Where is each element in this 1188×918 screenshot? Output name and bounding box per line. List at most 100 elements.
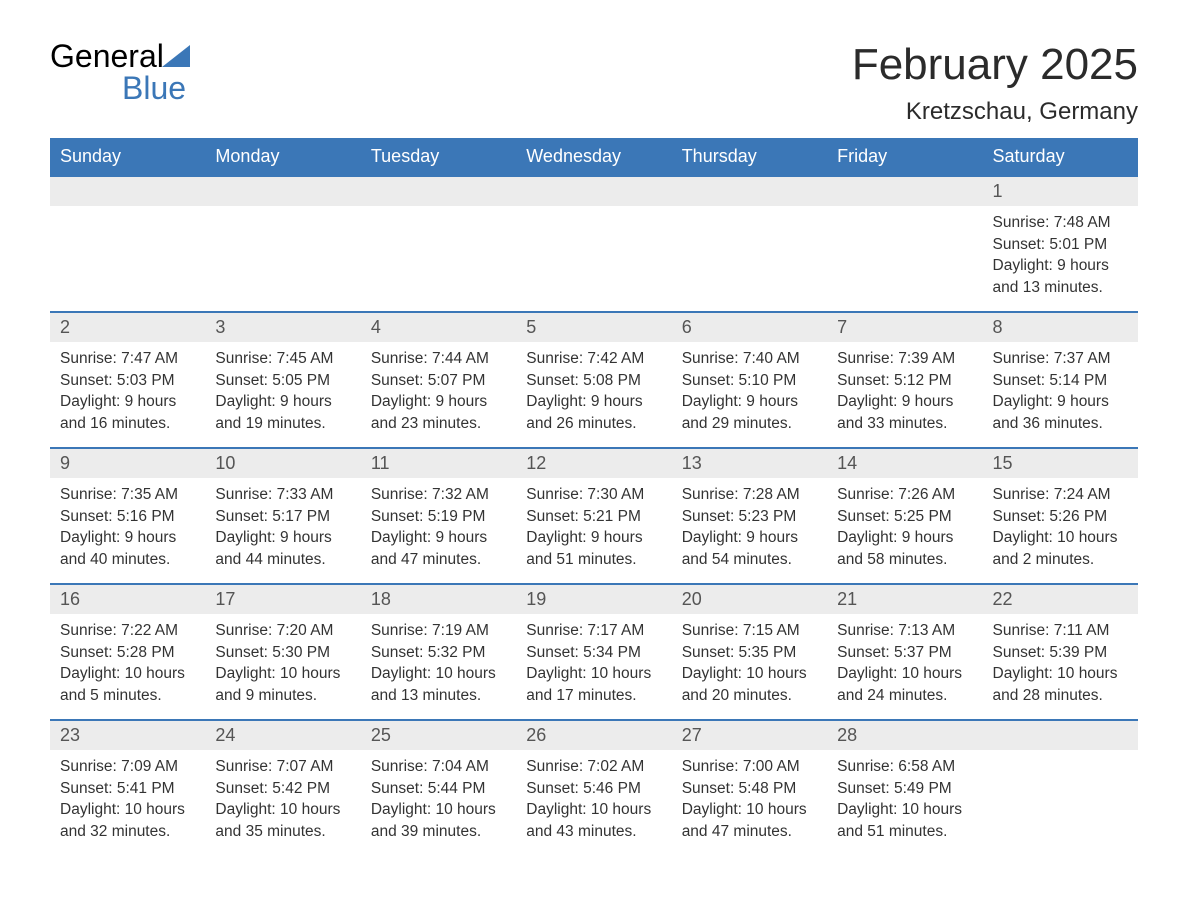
daylight-text: Daylight: 9 hours xyxy=(60,527,195,549)
sunrise-text: Sunrise: 7:28 AM xyxy=(682,484,817,506)
daylight-text: and 13 minutes. xyxy=(993,277,1128,299)
day-body: Sunrise: 7:17 AMSunset: 5:34 PMDaylight:… xyxy=(516,614,671,717)
daylight-text: Daylight: 10 hours xyxy=(215,799,350,821)
day-number: 1 xyxy=(983,175,1138,206)
daylight-text: and 2 minutes. xyxy=(993,549,1128,571)
sunrise-text: Sunrise: 7:42 AM xyxy=(526,348,661,370)
sunset-text: Sunset: 5:49 PM xyxy=(837,778,972,800)
calendar-cell: 19Sunrise: 7:17 AMSunset: 5:34 PMDayligh… xyxy=(516,583,671,719)
sunrise-text: Sunrise: 7:24 AM xyxy=(993,484,1128,506)
sunset-text: Sunset: 5:19 PM xyxy=(371,506,506,528)
day-number: 8 xyxy=(983,311,1138,342)
sunset-text: Sunset: 5:26 PM xyxy=(993,506,1128,528)
sunrise-text: Sunrise: 7:02 AM xyxy=(526,756,661,778)
day-body: Sunrise: 7:09 AMSunset: 5:41 PMDaylight:… xyxy=(50,750,205,853)
calendar-cell: 23Sunrise: 7:09 AMSunset: 5:41 PMDayligh… xyxy=(50,719,205,855)
calendar-table: Sunday Monday Tuesday Wednesday Thursday… xyxy=(50,138,1138,855)
sunrise-text: Sunrise: 7:11 AM xyxy=(993,620,1128,642)
sunrise-text: Sunrise: 7:47 AM xyxy=(60,348,195,370)
day-body: Sunrise: 7:13 AMSunset: 5:37 PMDaylight:… xyxy=(827,614,982,717)
day-number: 13 xyxy=(672,447,827,478)
day-number: 23 xyxy=(50,719,205,750)
day-body: Sunrise: 7:20 AMSunset: 5:30 PMDaylight:… xyxy=(205,614,360,717)
day-number-row-empty xyxy=(516,175,671,206)
daylight-text: and 43 minutes. xyxy=(526,821,661,843)
sunset-text: Sunset: 5:05 PM xyxy=(215,370,350,392)
logo-text: General Blue xyxy=(50,40,190,104)
daylight-text: and 39 minutes. xyxy=(371,821,506,843)
day-number: 15 xyxy=(983,447,1138,478)
sunset-text: Sunset: 5:03 PM xyxy=(60,370,195,392)
daylight-text: Daylight: 10 hours xyxy=(60,663,195,685)
daylight-text: Daylight: 10 hours xyxy=(371,663,506,685)
calendar-cell: 14Sunrise: 7:26 AMSunset: 5:25 PMDayligh… xyxy=(827,447,982,583)
header-row: General Blue February 2025 Kretzschau, G… xyxy=(50,40,1138,126)
sunset-text: Sunset: 5:21 PM xyxy=(526,506,661,528)
day-number: 9 xyxy=(50,447,205,478)
sunset-text: Sunset: 5:28 PM xyxy=(60,642,195,664)
sunrise-text: Sunrise: 6:58 AM xyxy=(837,756,972,778)
sunset-text: Sunset: 5:01 PM xyxy=(993,234,1128,256)
title-block: February 2025 Kretzschau, Germany xyxy=(852,40,1138,126)
day-number-row-empty xyxy=(361,175,516,206)
calendar-cell: 10Sunrise: 7:33 AMSunset: 5:17 PMDayligh… xyxy=(205,447,360,583)
daylight-text: and 54 minutes. xyxy=(682,549,817,571)
day-number: 19 xyxy=(516,583,671,614)
header-sunday: Sunday xyxy=(50,138,205,175)
day-number: 14 xyxy=(827,447,982,478)
sunset-text: Sunset: 5:35 PM xyxy=(682,642,817,664)
sunset-text: Sunset: 5:07 PM xyxy=(371,370,506,392)
day-number: 11 xyxy=(361,447,516,478)
daylight-text: and 33 minutes. xyxy=(837,413,972,435)
logo-word2: Blue xyxy=(122,70,186,106)
daylight-text: Daylight: 10 hours xyxy=(371,799,506,821)
sunset-text: Sunset: 5:23 PM xyxy=(682,506,817,528)
day-body: Sunrise: 7:15 AMSunset: 5:35 PMDaylight:… xyxy=(672,614,827,717)
calendar-cell: 21Sunrise: 7:13 AMSunset: 5:37 PMDayligh… xyxy=(827,583,982,719)
calendar-cell: 26Sunrise: 7:02 AMSunset: 5:46 PMDayligh… xyxy=(516,719,671,855)
sunset-text: Sunset: 5:25 PM xyxy=(837,506,972,528)
daylight-text: Daylight: 10 hours xyxy=(993,663,1128,685)
daylight-text: and 19 minutes. xyxy=(215,413,350,435)
day-number: 6 xyxy=(672,311,827,342)
sunset-text: Sunset: 5:41 PM xyxy=(60,778,195,800)
sunrise-text: Sunrise: 7:40 AM xyxy=(682,348,817,370)
day-number-row-empty xyxy=(672,175,827,206)
day-number: 12 xyxy=(516,447,671,478)
daylight-text: and 51 minutes. xyxy=(526,549,661,571)
sunset-text: Sunset: 5:08 PM xyxy=(526,370,661,392)
header-thursday: Thursday xyxy=(672,138,827,175)
daylight-text: and 29 minutes. xyxy=(682,413,817,435)
daylight-text: and 24 minutes. xyxy=(837,685,972,707)
sunrise-text: Sunrise: 7:30 AM xyxy=(526,484,661,506)
calendar-cell: 1Sunrise: 7:48 AMSunset: 5:01 PMDaylight… xyxy=(983,175,1138,311)
calendar-cell xyxy=(50,175,205,311)
calendar-cell: 8Sunrise: 7:37 AMSunset: 5:14 PMDaylight… xyxy=(983,311,1138,447)
calendar-week: 16Sunrise: 7:22 AMSunset: 5:28 PMDayligh… xyxy=(50,583,1138,719)
calendar-week: 9Sunrise: 7:35 AMSunset: 5:16 PMDaylight… xyxy=(50,447,1138,583)
calendar-cell: 7Sunrise: 7:39 AMSunset: 5:12 PMDaylight… xyxy=(827,311,982,447)
day-number-row-empty xyxy=(50,175,205,206)
page-title: February 2025 xyxy=(852,40,1138,90)
sunrise-text: Sunrise: 7:07 AM xyxy=(215,756,350,778)
calendar-cell: 25Sunrise: 7:04 AMSunset: 5:44 PMDayligh… xyxy=(361,719,516,855)
calendar-cell: 12 Sunrise: 7:30 AMSunset: 5:21 PMDayligh… xyxy=(516,447,671,583)
sunrise-text: Sunrise: 7:44 AM xyxy=(371,348,506,370)
daylight-text: Daylight: 9 hours xyxy=(993,255,1128,277)
daylight-text: and 40 minutes. xyxy=(60,549,195,571)
daylight-text: Daylight: 9 hours xyxy=(526,527,661,549)
day-body: Sunrise: 7:19 AMSunset: 5:32 PMDaylight:… xyxy=(361,614,516,717)
logo-word1: General xyxy=(50,38,164,74)
day-body: Sunrise: 7:11 AMSunset: 5:39 PMDaylight:… xyxy=(983,614,1138,717)
sail-icon xyxy=(162,45,190,67)
sunset-text: Sunset: 5:39 PM xyxy=(993,642,1128,664)
daylight-text: and 35 minutes. xyxy=(215,821,350,843)
day-body: Sunrise: 7:32 AMSunset: 5:19 PMDaylight:… xyxy=(361,478,516,581)
daylight-text: and 47 minutes. xyxy=(371,549,506,571)
daylight-text: Daylight: 10 hours xyxy=(837,799,972,821)
logo: General Blue xyxy=(50,40,190,104)
day-body: Sunrise: 7:44 AMSunset: 5:07 PMDaylight:… xyxy=(361,342,516,445)
daylight-text: Daylight: 10 hours xyxy=(682,663,817,685)
calendar-cell: 28Sunrise: 6:58 AMSunset: 5:49 PMDayligh… xyxy=(827,719,982,855)
day-number: 25 xyxy=(361,719,516,750)
